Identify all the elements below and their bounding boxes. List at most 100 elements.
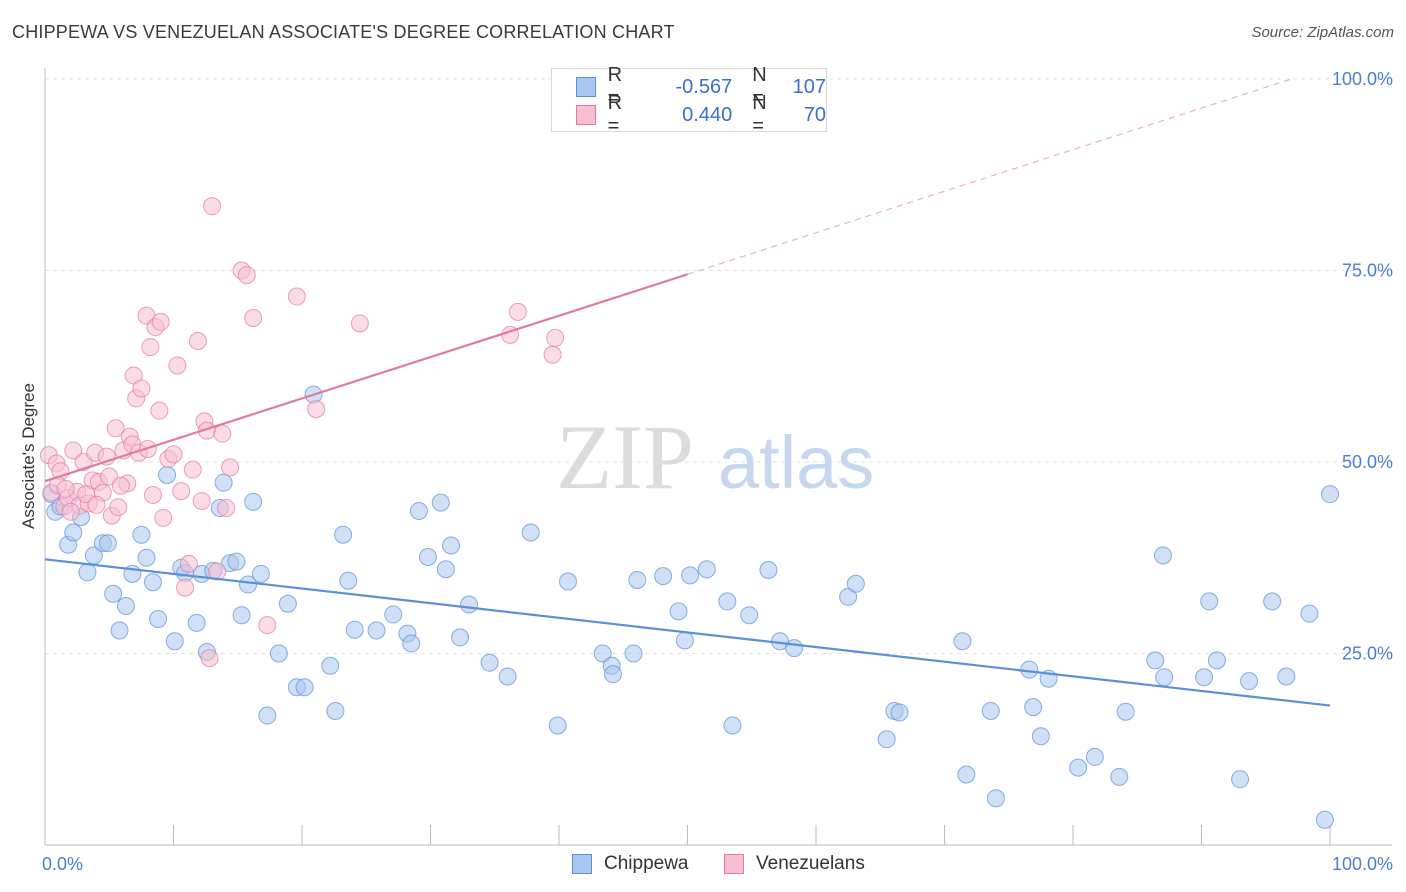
point-chippewa — [1069, 758, 1088, 777]
point-chippewa — [251, 564, 270, 583]
point-venezuelans — [87, 495, 106, 514]
legend-r-label: R = — [607, 64, 623, 109]
point-chippewa — [675, 631, 694, 650]
point-chippewa — [326, 701, 345, 720]
legend-r-label: R = — [607, 92, 623, 137]
point-venezuelans — [154, 508, 173, 527]
point-chippewa — [187, 613, 206, 632]
point-chippewa — [1263, 592, 1282, 611]
series-swatch-venezuelans — [724, 854, 744, 874]
point-chippewa — [759, 561, 778, 580]
point-venezuelans — [132, 379, 151, 398]
trend-extension-venezuelans — [687, 78, 1292, 275]
point-chippewa — [1116, 702, 1135, 721]
point-chippewa — [981, 701, 1000, 720]
point-chippewa — [669, 602, 688, 621]
point-chippewa — [548, 716, 567, 735]
correlation-legend: R = -0.567 N = 107 R = 0.440 N = 70 — [551, 64, 827, 137]
point-chippewa — [1146, 651, 1165, 670]
point-chippewa — [628, 570, 647, 589]
point-chippewa — [334, 525, 353, 544]
y-axis-label: Associate's Degree — [19, 383, 38, 529]
trend-line-chippewa — [44, 558, 1331, 707]
point-venezuelans — [192, 492, 211, 511]
legend-row-chippewa: R = -0.567 N = 107 — [576, 64, 826, 109]
point-chippewa — [521, 523, 540, 542]
point-chippewa — [723, 716, 742, 735]
point-chippewa — [98, 534, 117, 553]
point-chippewa — [1207, 651, 1226, 670]
series-legend-venezuelans[interactable]: Venezuelans — [724, 853, 865, 875]
point-chippewa — [953, 632, 972, 651]
point-chippewa — [1277, 667, 1296, 686]
point-chippewa — [165, 632, 184, 651]
point-venezuelans — [141, 338, 160, 357]
point-venezuelans — [258, 616, 277, 635]
point-chippewa — [137, 548, 156, 567]
point-chippewa — [558, 572, 577, 591]
point-chippewa — [957, 765, 976, 784]
point-chippewa — [1300, 604, 1319, 623]
point-chippewa — [498, 667, 517, 686]
point-venezuelans — [179, 554, 198, 573]
chart-title: CHIPPEWA VS VENEZUELAN ASSOCIATE'S DEGRE… — [12, 22, 675, 42]
trend-lines — [44, 78, 1331, 707]
y-tick-label: 25.0% — [1342, 644, 1393, 664]
point-chippewa — [345, 620, 364, 639]
source-label: Source: ZipAtlas.com — [1251, 24, 1394, 41]
point-chippewa — [681, 566, 700, 585]
point-venezuelans — [176, 578, 195, 597]
x-tick-label: 100.0% — [1332, 854, 1393, 874]
point-chippewa — [64, 523, 83, 542]
point-chippewa — [227, 552, 246, 571]
point-venezuelans — [111, 476, 130, 495]
point-chippewa — [890, 703, 909, 722]
point-chippewa — [1321, 485, 1339, 504]
watermark: ZIP atlas — [556, 406, 874, 508]
point-venezuelans — [172, 482, 191, 501]
point-chippewa — [214, 473, 233, 492]
point-chippewa — [244, 492, 263, 511]
point-venezuelans — [307, 400, 326, 419]
point-chippewa — [143, 573, 162, 592]
point-chippewa — [149, 610, 168, 629]
point-venezuelans — [200, 649, 219, 668]
series-label-venezuelans: Venezuelans — [756, 853, 865, 874]
point-chippewa — [278, 594, 297, 613]
series-label-chippewa: Chippewa — [604, 853, 689, 874]
point-chippewa — [877, 730, 896, 749]
point-venezuelans — [106, 419, 125, 438]
grid-lines — [45, 78, 1392, 654]
point-venezuelans — [350, 314, 369, 333]
legend-r-value: 0.440 — [682, 103, 733, 126]
point-chippewa — [1155, 668, 1174, 687]
legend-n-value: 107 — [792, 75, 826, 98]
point-chippewa — [697, 560, 716, 579]
point-chippewa — [718, 592, 737, 611]
point-chippewa — [409, 502, 428, 521]
series-legend: Chippewa Venezuelans — [0, 850, 1406, 880]
point-chippewa — [1195, 668, 1214, 687]
series-legend-chippewa[interactable]: Chippewa — [572, 853, 689, 875]
point-chippewa — [654, 567, 673, 586]
point-venezuelans — [203, 197, 222, 216]
point-venezuelans — [287, 287, 306, 306]
point-venezuelans — [244, 308, 263, 327]
point-chippewa — [402, 634, 421, 653]
point-chippewa — [1153, 546, 1172, 565]
point-chippewa — [986, 789, 1005, 808]
point-chippewa — [132, 525, 151, 544]
trend-line-venezuelans — [44, 273, 688, 483]
point-chippewa — [1024, 698, 1043, 717]
point-venezuelans — [143, 485, 162, 504]
y-tick-label: 75.0% — [1342, 261, 1393, 281]
point-venezuelans — [237, 266, 256, 285]
point-chippewa — [846, 574, 865, 593]
point-chippewa — [1200, 592, 1219, 611]
legend-n-value: 70 — [803, 103, 826, 126]
point-venezuelans — [217, 498, 236, 517]
point-venezuelans — [164, 445, 183, 464]
point-chippewa — [418, 547, 437, 566]
point-venezuelans — [543, 345, 562, 364]
point-chippewa — [785, 639, 804, 658]
